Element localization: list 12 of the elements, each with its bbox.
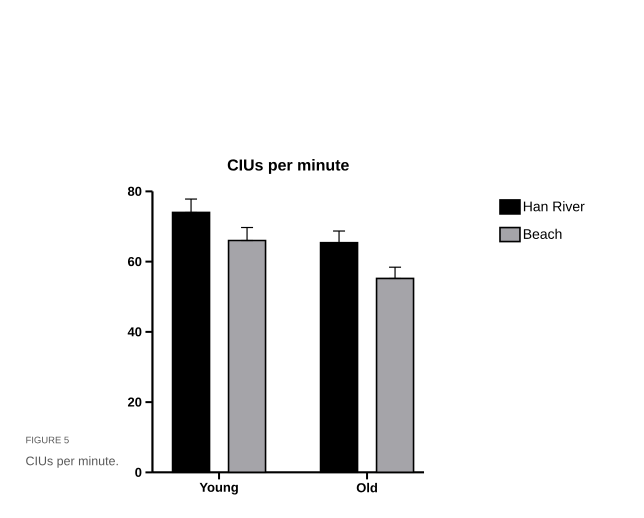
legend-label: Han River [524, 201, 585, 212]
y-tick-label: 20 [128, 397, 142, 407]
x-tick-label: Old [356, 482, 377, 492]
legend-label: Beach [524, 228, 562, 239]
caption: FIGURE 5 [26, 436, 69, 444]
text: CIUs per minute. [26, 456, 118, 468]
y-tick-label: 40 [128, 327, 142, 336]
x-tick-label: Young [200, 482, 238, 495]
y-tick-label: 0 [135, 468, 142, 477]
y-tick-label: 80 [128, 186, 142, 196]
y-tick-label: 60 [128, 256, 142, 266]
chart-title: CIUs per minute [228, 158, 349, 174]
